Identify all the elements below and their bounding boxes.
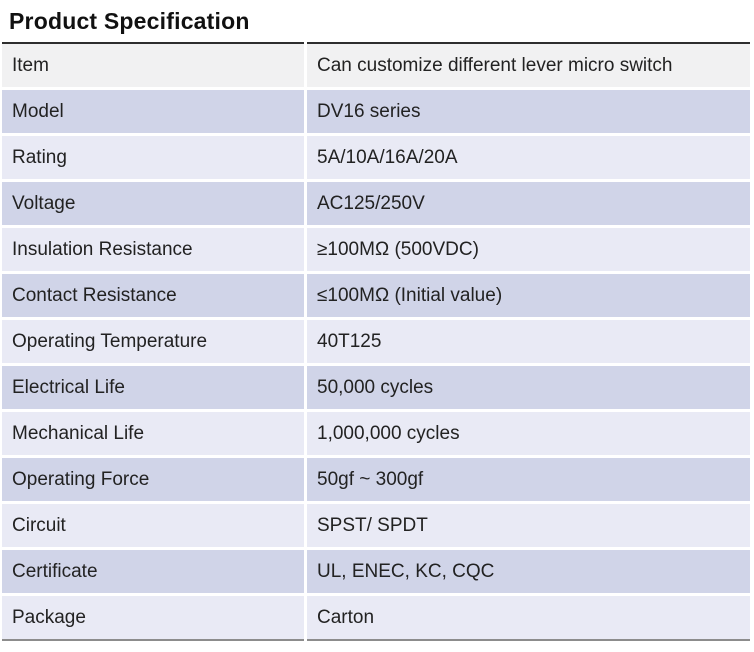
spec-row-value: SPST/ SPDT: [307, 504, 750, 547]
spec-row-label: Voltage: [2, 182, 304, 225]
product-spec-page: Product Specification Item Can customize…: [0, 8, 754, 641]
spec-row-value: UL, ENEC, KC, CQC: [307, 550, 750, 593]
spec-row-value: ≥100MΩ (500VDC): [307, 228, 750, 271]
spec-row-value: ≤100MΩ (Initial value): [307, 274, 750, 317]
spec-row-value: 50gf ~ 300gf: [307, 458, 750, 501]
spec-row-label: Operating Force: [2, 458, 304, 501]
spec-row-value: AC125/250V: [307, 182, 750, 225]
spec-row-label: Model: [2, 90, 304, 133]
spec-row-label: Operating Temperature: [2, 320, 304, 363]
spec-row-value: 50,000 cycles: [307, 366, 750, 409]
spec-row-label: Item: [2, 42, 304, 87]
spec-table: Item Can customize different lever micro…: [2, 42, 750, 641]
page-title: Product Specification: [9, 8, 250, 34]
spec-row-value: 40T125: [307, 320, 750, 363]
spec-row-label: Electrical Life: [2, 366, 304, 409]
spec-row-label: Circuit: [2, 504, 304, 547]
spec-row-value: 5A/10A/16A/20A: [307, 136, 750, 179]
spec-row-label: Mechanical Life: [2, 412, 304, 455]
spec-row-label: Package: [2, 596, 304, 641]
spec-row-value: Carton: [307, 596, 750, 641]
spec-row-label: Certificate: [2, 550, 304, 593]
spec-row-value: DV16 series: [307, 90, 750, 133]
spec-row-value: 1,000,000 cycles: [307, 412, 750, 455]
spec-row-label: Contact Resistance: [2, 274, 304, 317]
spec-row-value: Can customize different lever micro swit…: [307, 42, 750, 87]
spec-row-label: Rating: [2, 136, 304, 179]
spec-row-label: Insulation Resistance: [2, 228, 304, 271]
